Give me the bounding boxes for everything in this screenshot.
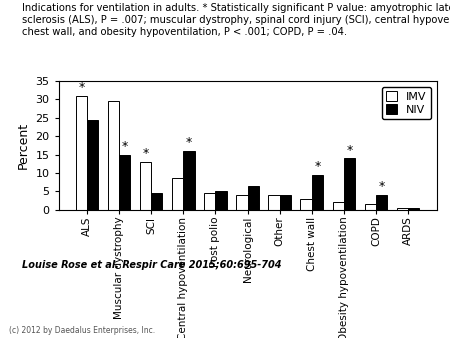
Bar (376, 195, 387, 210)
Text: *: * (378, 180, 385, 193)
Text: *: * (142, 147, 148, 161)
Bar (408, 208, 419, 210)
Bar (279, 195, 291, 210)
Y-axis label: Percent: Percent (17, 122, 30, 169)
Bar (87, 120, 98, 210)
Bar (140, 162, 151, 210)
Text: *: * (346, 144, 353, 157)
Bar (172, 178, 183, 210)
Bar (183, 151, 194, 210)
Bar (119, 154, 130, 210)
Bar (236, 195, 248, 210)
Bar (397, 208, 408, 210)
Legend: IMV, NIV: IMV, NIV (382, 87, 431, 119)
Text: Louise Rose et al. Respir Care 2015;60:695-704: Louise Rose et al. Respir Care 2015;60:6… (22, 260, 282, 270)
Text: *: * (314, 160, 320, 173)
Bar (248, 186, 259, 210)
Bar (312, 175, 323, 210)
Bar (108, 101, 119, 210)
Bar (76, 96, 87, 210)
Bar (364, 204, 376, 210)
Text: Indications for ventilation in adults. * Statistically significant P value: amyo: Indications for ventilation in adults. *… (22, 3, 450, 37)
Text: *: * (122, 140, 128, 153)
Bar (216, 191, 227, 210)
Text: (c) 2012 by Daedalus Enterprises, Inc.: (c) 2012 by Daedalus Enterprises, Inc. (9, 325, 155, 335)
Bar (344, 158, 355, 210)
Bar (204, 193, 216, 210)
Bar (301, 198, 312, 210)
Bar (268, 195, 279, 210)
Bar (151, 193, 162, 210)
Bar (333, 202, 344, 210)
Text: *: * (186, 136, 192, 149)
Text: *: * (78, 81, 85, 94)
